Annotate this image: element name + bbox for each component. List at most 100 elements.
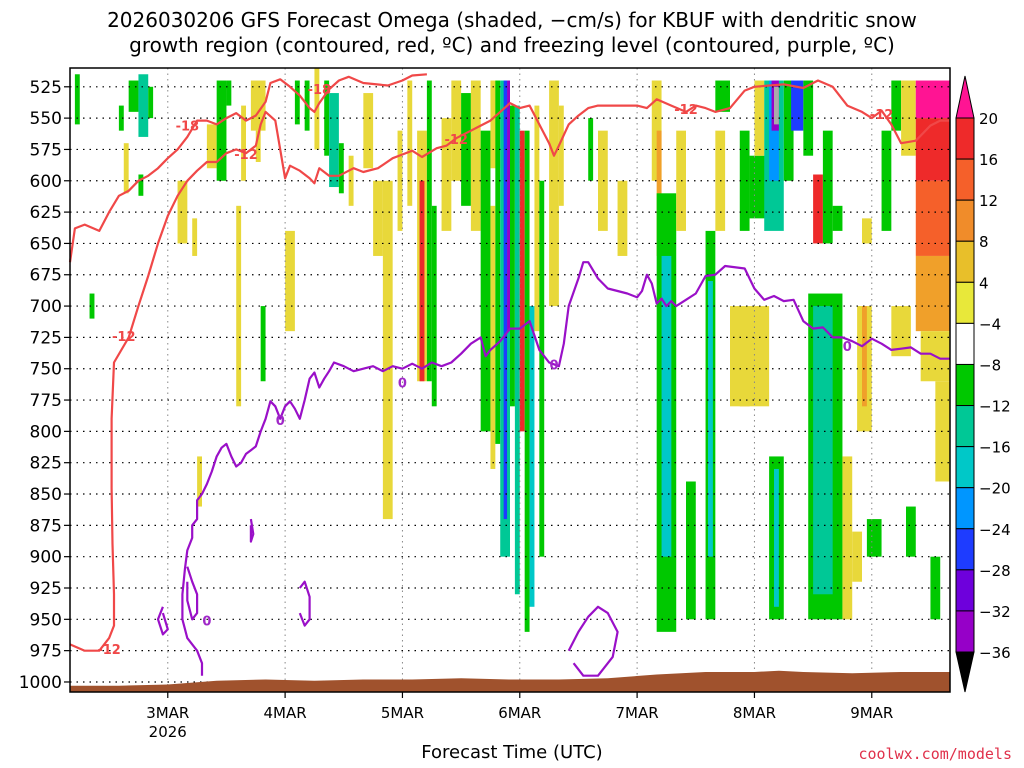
colorbar-min-arrow xyxy=(955,651,975,693)
terrain-fill xyxy=(70,670,950,692)
omega-shade-cell-31 xyxy=(441,118,452,231)
colorbar-swatch-8 xyxy=(955,446,975,489)
x-tick-label-8MAR: 8MAR xyxy=(733,704,776,722)
y-tick-label-750: 750 xyxy=(30,360,62,380)
omega-shade-cell-94 xyxy=(842,456,853,620)
omega-shade-cell-74 xyxy=(813,174,823,244)
colorbar-swatch-12 xyxy=(955,610,975,653)
omega-shade-cell-83 xyxy=(915,180,950,256)
omega-shade-cell-84 xyxy=(915,255,950,332)
omega-shade-cell-34 xyxy=(470,80,481,231)
x-tick-label-5MAR: 5MAR xyxy=(381,704,424,722)
colorbar-label-9: −20 xyxy=(979,480,1011,498)
colorbar-swatch-1 xyxy=(955,158,975,201)
omega-shade-cell-63 xyxy=(715,80,730,112)
omega-shade-cell-4 xyxy=(148,86,154,119)
colorbar-label-6: −8 xyxy=(979,356,1001,374)
colorbar-swatch-11 xyxy=(955,569,975,612)
omega-shade-cell-15 xyxy=(294,80,300,125)
omega-shade-cell-70 xyxy=(774,86,779,125)
omega-shade-cell-54 xyxy=(651,80,662,181)
omega-shade-cell-89 xyxy=(730,306,770,407)
contour-label-0: -18 xyxy=(308,83,332,98)
freezing-contour-3 xyxy=(249,518,255,543)
omega-shade-cell-7 xyxy=(177,180,188,244)
colorbar-label-1: 16 xyxy=(979,151,998,169)
x-tick-label-7MAR: 7MAR xyxy=(616,704,659,722)
freezing-contour-5 xyxy=(567,605,619,677)
omega-shade-cell-25 xyxy=(397,130,403,231)
omega-shade-cell-86 xyxy=(935,381,950,482)
omega-shade-cell-1 xyxy=(128,80,139,112)
contour-layer xyxy=(68,73,950,677)
omega-shade-cell-104 xyxy=(260,306,266,382)
omega-shade-cell-46 xyxy=(529,306,535,607)
omega-shade-cell-12 xyxy=(250,80,266,131)
omega-shade-cell-77 xyxy=(862,218,872,244)
omega-shade-cell-24 xyxy=(382,180,393,520)
contour-label-12: 0 xyxy=(202,614,211,629)
y-tick-label-975: 975 xyxy=(30,642,62,662)
contour-label-7: -12 xyxy=(97,643,121,658)
contour-label-4: -12 xyxy=(674,103,698,118)
y-tick-label-925: 925 xyxy=(30,579,62,599)
omega-shade-cell-53 xyxy=(617,180,628,256)
contour-label-9: 0 xyxy=(398,376,407,391)
omega-shade-cell-52 xyxy=(598,130,608,231)
omega-shade-cell-18 xyxy=(324,80,330,156)
contour-label-1: -18 xyxy=(176,119,200,134)
dgz-contour-1 xyxy=(69,79,950,652)
omega-shade-cell-73 xyxy=(803,80,814,156)
colorbar-swatch-2 xyxy=(955,199,975,242)
omega-shade-cell-72 xyxy=(791,80,804,131)
colorbar-swatch-4 xyxy=(955,281,975,324)
omega-shade-cell-6 xyxy=(123,143,129,194)
omega-shade-cell-102 xyxy=(192,218,198,256)
omega-shade-cell-0 xyxy=(74,74,80,125)
y-tick-label-600: 600 xyxy=(30,172,62,192)
omega-shade-cell-61 xyxy=(708,281,713,557)
omega-shade-cell-97 xyxy=(862,306,867,407)
colorbar-label-4: 4 xyxy=(979,274,989,292)
omega-shade-cell-2 xyxy=(138,74,149,137)
omega-shade-cell-29 xyxy=(426,80,432,382)
omega-shade-cell-5 xyxy=(89,293,95,319)
omega-shade-cell-9 xyxy=(216,80,227,181)
omega-shade-cell-43 xyxy=(514,105,520,595)
chart-title-line-2: growth region (contoured, red, ºC) and f… xyxy=(129,33,895,57)
omega-shade-cell-103 xyxy=(197,456,202,507)
omega-shade-cell-14 xyxy=(285,230,295,332)
axis-layer: 525 550 575 600 625 650 675 700 725 750 775 800 825 8… xyxy=(19,67,951,741)
colorbar-label-8: −16 xyxy=(979,439,1011,457)
contour-label-8: 0 xyxy=(276,414,285,429)
contour-label-11: 0 xyxy=(843,340,852,355)
y-tick-label-550: 550 xyxy=(30,109,62,129)
omega-shade-cell-13 xyxy=(255,130,261,162)
omega-shade-cell-64 xyxy=(739,130,750,231)
colorbar-swatch-3 xyxy=(955,240,975,283)
x-tick-label-3MAR: 3MAR xyxy=(146,704,189,722)
contour-label-5: -12 xyxy=(870,108,894,123)
y-tick-label-525: 525 xyxy=(30,78,62,98)
omega-shade-cell-101 xyxy=(138,174,144,196)
freezing-contour-0 xyxy=(181,261,950,676)
contour-label-2: -12 xyxy=(234,148,258,163)
chart-title-line-1: 2026030206 GFS Forecast Omega (shaded, −… xyxy=(107,8,917,32)
chart-title: 2026030206 GFS Forecast Omega (shaded, −… xyxy=(0,8,1024,58)
omega-shading-layer xyxy=(74,68,950,632)
x-tick-label-4MAR: 4MAR xyxy=(264,704,307,722)
colorbar-max-arrow xyxy=(955,75,975,119)
colorbar-swatch-6 xyxy=(955,363,975,407)
omega-shade-cell-35 xyxy=(480,130,491,432)
omega-shade-cell-91 xyxy=(774,468,779,607)
omega-shade-cell-48 xyxy=(539,180,545,557)
colorbar-label-7: −12 xyxy=(979,398,1011,416)
omega-shade-cell-10 xyxy=(226,80,232,106)
omega-shade-cell-59 xyxy=(686,481,696,620)
colorbar-label-13: −36 xyxy=(979,644,1011,662)
omega-shade-cell-21 xyxy=(348,155,354,206)
freezing-contour-1 xyxy=(156,606,169,636)
y-tick-label-650: 650 xyxy=(30,234,62,254)
omega-shade-cell-50 xyxy=(558,105,564,206)
